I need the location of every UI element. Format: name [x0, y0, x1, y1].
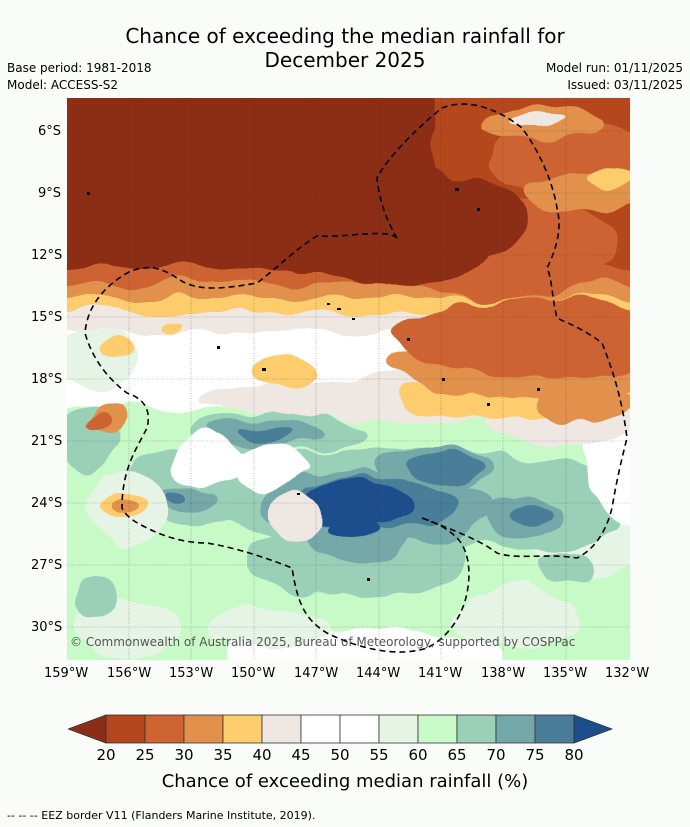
- colorbar-extend-high: [573, 714, 614, 744]
- lon-tick-159w: 159°W: [44, 666, 89, 681]
- colorbar-label: 40: [252, 746, 272, 764]
- title-line-2: December 2025: [264, 48, 426, 72]
- colorbar: [68, 714, 614, 744]
- colorbar-label: 45: [291, 746, 311, 764]
- model-run: Model run: 01/11/2025: [545, 61, 683, 75]
- lat-tick-21s: 21°S: [31, 434, 63, 449]
- lon-tick-141w: 141°W: [418, 666, 463, 681]
- base-period: Base period: 1981-2018: [7, 61, 152, 75]
- colorbar-segment: [222, 714, 263, 744]
- copyright-notice: © Commonwealth of Australia 2025, Bureau…: [70, 635, 576, 649]
- lon-tick-156w: 156°W: [107, 666, 152, 681]
- colorbar-extend-low: [68, 714, 107, 744]
- colorbar-segment: [261, 714, 302, 744]
- lon-tick-144w: 144°W: [356, 666, 401, 681]
- colorbar-label: 25: [135, 746, 155, 764]
- lon-tick-135w: 135°W: [543, 666, 588, 681]
- graticule: [67, 98, 630, 660]
- colorbar-label: 70: [486, 746, 506, 764]
- rainfall-contours: [67, 98, 630, 660]
- colorbar-label: 35: [213, 746, 233, 764]
- islands: [87, 188, 540, 581]
- colorbar-label: 60: [408, 746, 428, 764]
- lon-tick-153w: 153°W: [169, 666, 214, 681]
- issued-date: Issued: 03/11/2025: [567, 78, 683, 92]
- lat-tick-30s: 30°S: [31, 620, 63, 635]
- lat-tick-15s: 15°S: [31, 310, 63, 325]
- colorbar-label: 50: [330, 746, 350, 764]
- contour-75-80: [237, 425, 297, 441]
- lat-tick-12s: 12°S: [31, 248, 63, 263]
- colorbar-segment: [339, 714, 380, 744]
- colorbar-label: 65: [447, 746, 467, 764]
- colorbar-segment: [534, 714, 575, 744]
- rainfall-map: © Commonwealth of Australia 2025, Bureau…: [67, 98, 630, 660]
- colorbar-segment: [183, 714, 224, 744]
- colorbar-title: Chance of exceeding median rainfall (%): [161, 771, 529, 792]
- model-name: Model: ACCESS-S2: [7, 78, 119, 92]
- title-line-1: Chance of exceeding the median rainfall …: [125, 24, 565, 48]
- lon-tick-132w: 132°W: [605, 666, 650, 681]
- colorbar-segment: [417, 714, 458, 744]
- lat-tick-9s: 9°S: [38, 186, 62, 201]
- rainfall-map-svg: [67, 98, 630, 660]
- lon-tick-147w: 147°W: [294, 666, 339, 681]
- lat-tick-6s: 6°S: [38, 124, 62, 139]
- colorbar-segment: [378, 714, 419, 744]
- colorbar-label: 30: [174, 746, 194, 764]
- colorbar-label: 75: [525, 746, 545, 764]
- eez-borders: [84, 103, 628, 653]
- eez-legend-note: -- -- -- EEZ border V11 (Flanders Marine…: [7, 809, 316, 822]
- lon-tick-138w: 138°W: [481, 666, 526, 681]
- colorbar-label: 55: [369, 746, 389, 764]
- lat-tick-27s: 27°S: [31, 558, 63, 573]
- colorbar-segment: [144, 714, 185, 744]
- lat-tick-24s: 24°S: [31, 496, 63, 511]
- lon-tick-150w: 150°W: [231, 666, 276, 681]
- colorbar-segment: [495, 714, 536, 744]
- colorbar-segment: [456, 714, 497, 744]
- colorbar-segment: [300, 714, 341, 744]
- lat-tick-18s: 18°S: [31, 372, 63, 387]
- colorbar-segment: [105, 714, 146, 744]
- colorbar-label: 20: [96, 746, 116, 764]
- colorbar-label: 80: [564, 746, 584, 764]
